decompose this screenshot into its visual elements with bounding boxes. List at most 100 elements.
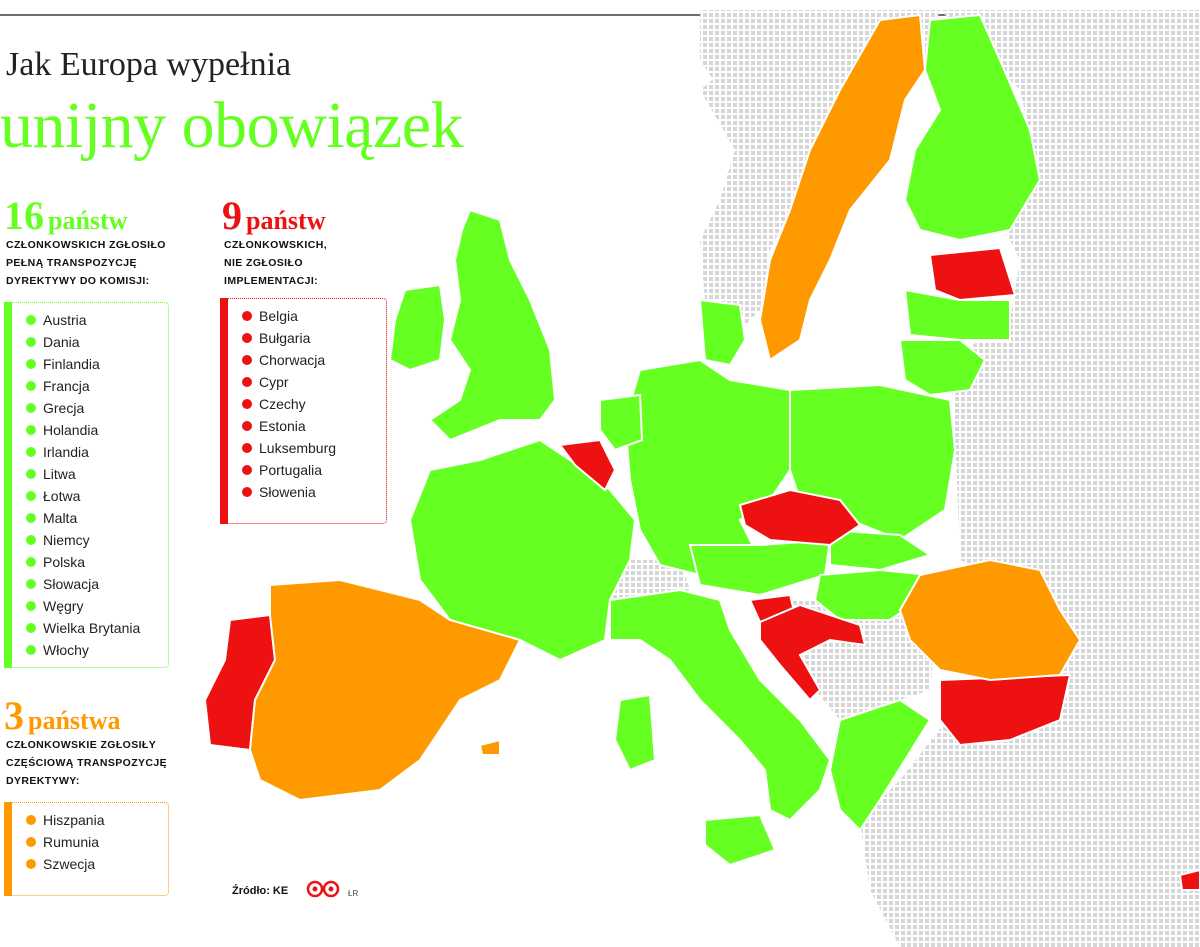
legend-dot-icon xyxy=(242,311,252,321)
legend-dot-icon xyxy=(26,425,36,435)
page-title-line1: Jak Europa wypełnia xyxy=(6,46,292,83)
country-name: Słowenia xyxy=(259,484,316,500)
country-list-item: Litwa xyxy=(26,463,168,485)
group-full-heading: 16 państw xyxy=(4,192,127,239)
country-szwecja xyxy=(758,13,927,362)
country-name: Rumunia xyxy=(43,834,100,850)
country-holandia xyxy=(599,393,644,452)
group-partial-countries xyxy=(248,13,1082,802)
legend-dot-icon xyxy=(26,557,36,567)
group-full-word: państw xyxy=(48,206,128,235)
legend-dot-icon xyxy=(26,601,36,611)
country-bulgaria xyxy=(939,673,1072,747)
country-list-item: Austria xyxy=(26,309,168,331)
legend-dot-icon xyxy=(26,315,36,325)
country-baleary xyxy=(478,738,501,756)
legend-dot-icon xyxy=(26,815,36,825)
group-none-list: Belgia Bułgaria Chorwacja Cypr Czechy Estonia… xyxy=(220,299,386,503)
legend-dot-icon xyxy=(26,403,36,413)
country-chorwacja xyxy=(759,603,867,702)
country-rumunia xyxy=(898,558,1082,682)
country-niemcy xyxy=(623,358,802,577)
country-name: Litwa xyxy=(43,466,76,482)
country-list-item: Słowacja xyxy=(26,573,168,595)
group-partial-count: 3 xyxy=(4,693,24,738)
group-none-bar xyxy=(220,298,228,524)
country-list-item: Grecja xyxy=(26,397,168,419)
source-label: Źródło: KE xyxy=(232,885,289,897)
group-none-count: 9 xyxy=(222,193,242,238)
group-full-count: 16 xyxy=(4,193,44,238)
legend-dot-icon xyxy=(242,355,252,365)
group-full-countries xyxy=(388,13,1042,867)
legend-dot-icon xyxy=(26,837,36,847)
non-eu-land-turkey xyxy=(900,770,1200,900)
legend-dot-icon xyxy=(26,491,36,501)
country-name: Dania xyxy=(43,334,80,350)
country-name: Czechy xyxy=(259,396,306,412)
country-list-item: Wielka Brytania xyxy=(26,617,168,639)
country-austria xyxy=(688,538,832,597)
country-list-item: Bułgaria xyxy=(242,327,386,349)
country-list-item: Rumunia xyxy=(26,831,168,853)
country-name: Francja xyxy=(43,378,90,394)
country-list-item: Dania xyxy=(26,331,168,353)
legend-dot-icon xyxy=(26,645,36,655)
country-list-item: Belgia xyxy=(242,305,386,327)
country-list-item: Węgry xyxy=(26,595,168,617)
legend-dot-icon xyxy=(26,359,36,369)
country-name: Łotwa xyxy=(43,488,81,504)
country-name: Słowacja xyxy=(43,576,100,592)
legend-dot-icon xyxy=(26,447,36,457)
country-name: Holandia xyxy=(43,422,99,438)
country-name: Finlandia xyxy=(43,356,100,372)
country-name: Cypr xyxy=(259,374,289,390)
country-list-item: Hiszpania xyxy=(26,809,168,831)
country-list-item: Finlandia xyxy=(26,353,168,375)
group-full-bar xyxy=(4,302,12,668)
group-full-list: Austria Dania Finlandia Francja Grecja Holand… xyxy=(4,303,168,661)
country-name: Portugalia xyxy=(259,462,323,478)
country-name: Wielka Brytania xyxy=(43,620,141,636)
legend-dot-icon xyxy=(26,859,36,869)
country-list-item: Szwecja xyxy=(26,853,168,875)
legend-dot-icon xyxy=(242,443,252,453)
country-list-item: Irlandia xyxy=(26,441,168,463)
country-list-item: Francja xyxy=(26,375,168,397)
country-wielka-brytania xyxy=(428,208,557,442)
top-rule xyxy=(0,14,1200,16)
country-list-item: Słowenia xyxy=(242,481,386,503)
country-name: Włochy xyxy=(43,642,89,658)
country-name: Malta xyxy=(43,510,78,526)
country-name: Niemcy xyxy=(43,532,90,548)
group-partial-list-box: Hiszpania Rumunia Szwecja xyxy=(4,802,169,896)
group-partial-heading: 3 państwa xyxy=(4,692,120,739)
group-full-list-box: Austria Dania Finlandia Francja Grecja Holand… xyxy=(4,302,169,668)
country-name: Polska xyxy=(43,554,86,570)
country-name: Belgia xyxy=(259,308,298,324)
group-none-countries xyxy=(203,246,1200,891)
country-name: Bułgaria xyxy=(259,330,311,346)
country-finlandia xyxy=(903,13,1042,242)
group-none-word: państw xyxy=(246,206,326,235)
country-estonia xyxy=(928,246,1017,302)
group-partial-description: członkowskie zgłosiły częściową transpoz… xyxy=(6,739,168,787)
legend-dot-icon xyxy=(26,623,36,633)
country-grecja xyxy=(828,698,932,832)
eu-logo-icon xyxy=(306,880,340,898)
author-tag: ŁR xyxy=(348,889,359,898)
legend-dot-icon xyxy=(26,513,36,523)
legend-dot-icon xyxy=(26,381,36,391)
country-hiszpania xyxy=(248,578,522,802)
country-name: Irlandia xyxy=(43,444,89,460)
group-none-list-box: Belgia Bułgaria Chorwacja Cypr Czechy Estonia… xyxy=(220,298,387,524)
country-list-item: Cypr xyxy=(242,371,386,393)
legend-dot-icon xyxy=(26,337,36,347)
country-name: Hiszpania xyxy=(43,812,105,828)
legend-dot-icon xyxy=(242,399,252,409)
country-name: Austria xyxy=(43,312,87,328)
country-czechy xyxy=(738,488,862,547)
country-list-item: Polska xyxy=(26,551,168,573)
country-name: Estonia xyxy=(259,418,306,434)
